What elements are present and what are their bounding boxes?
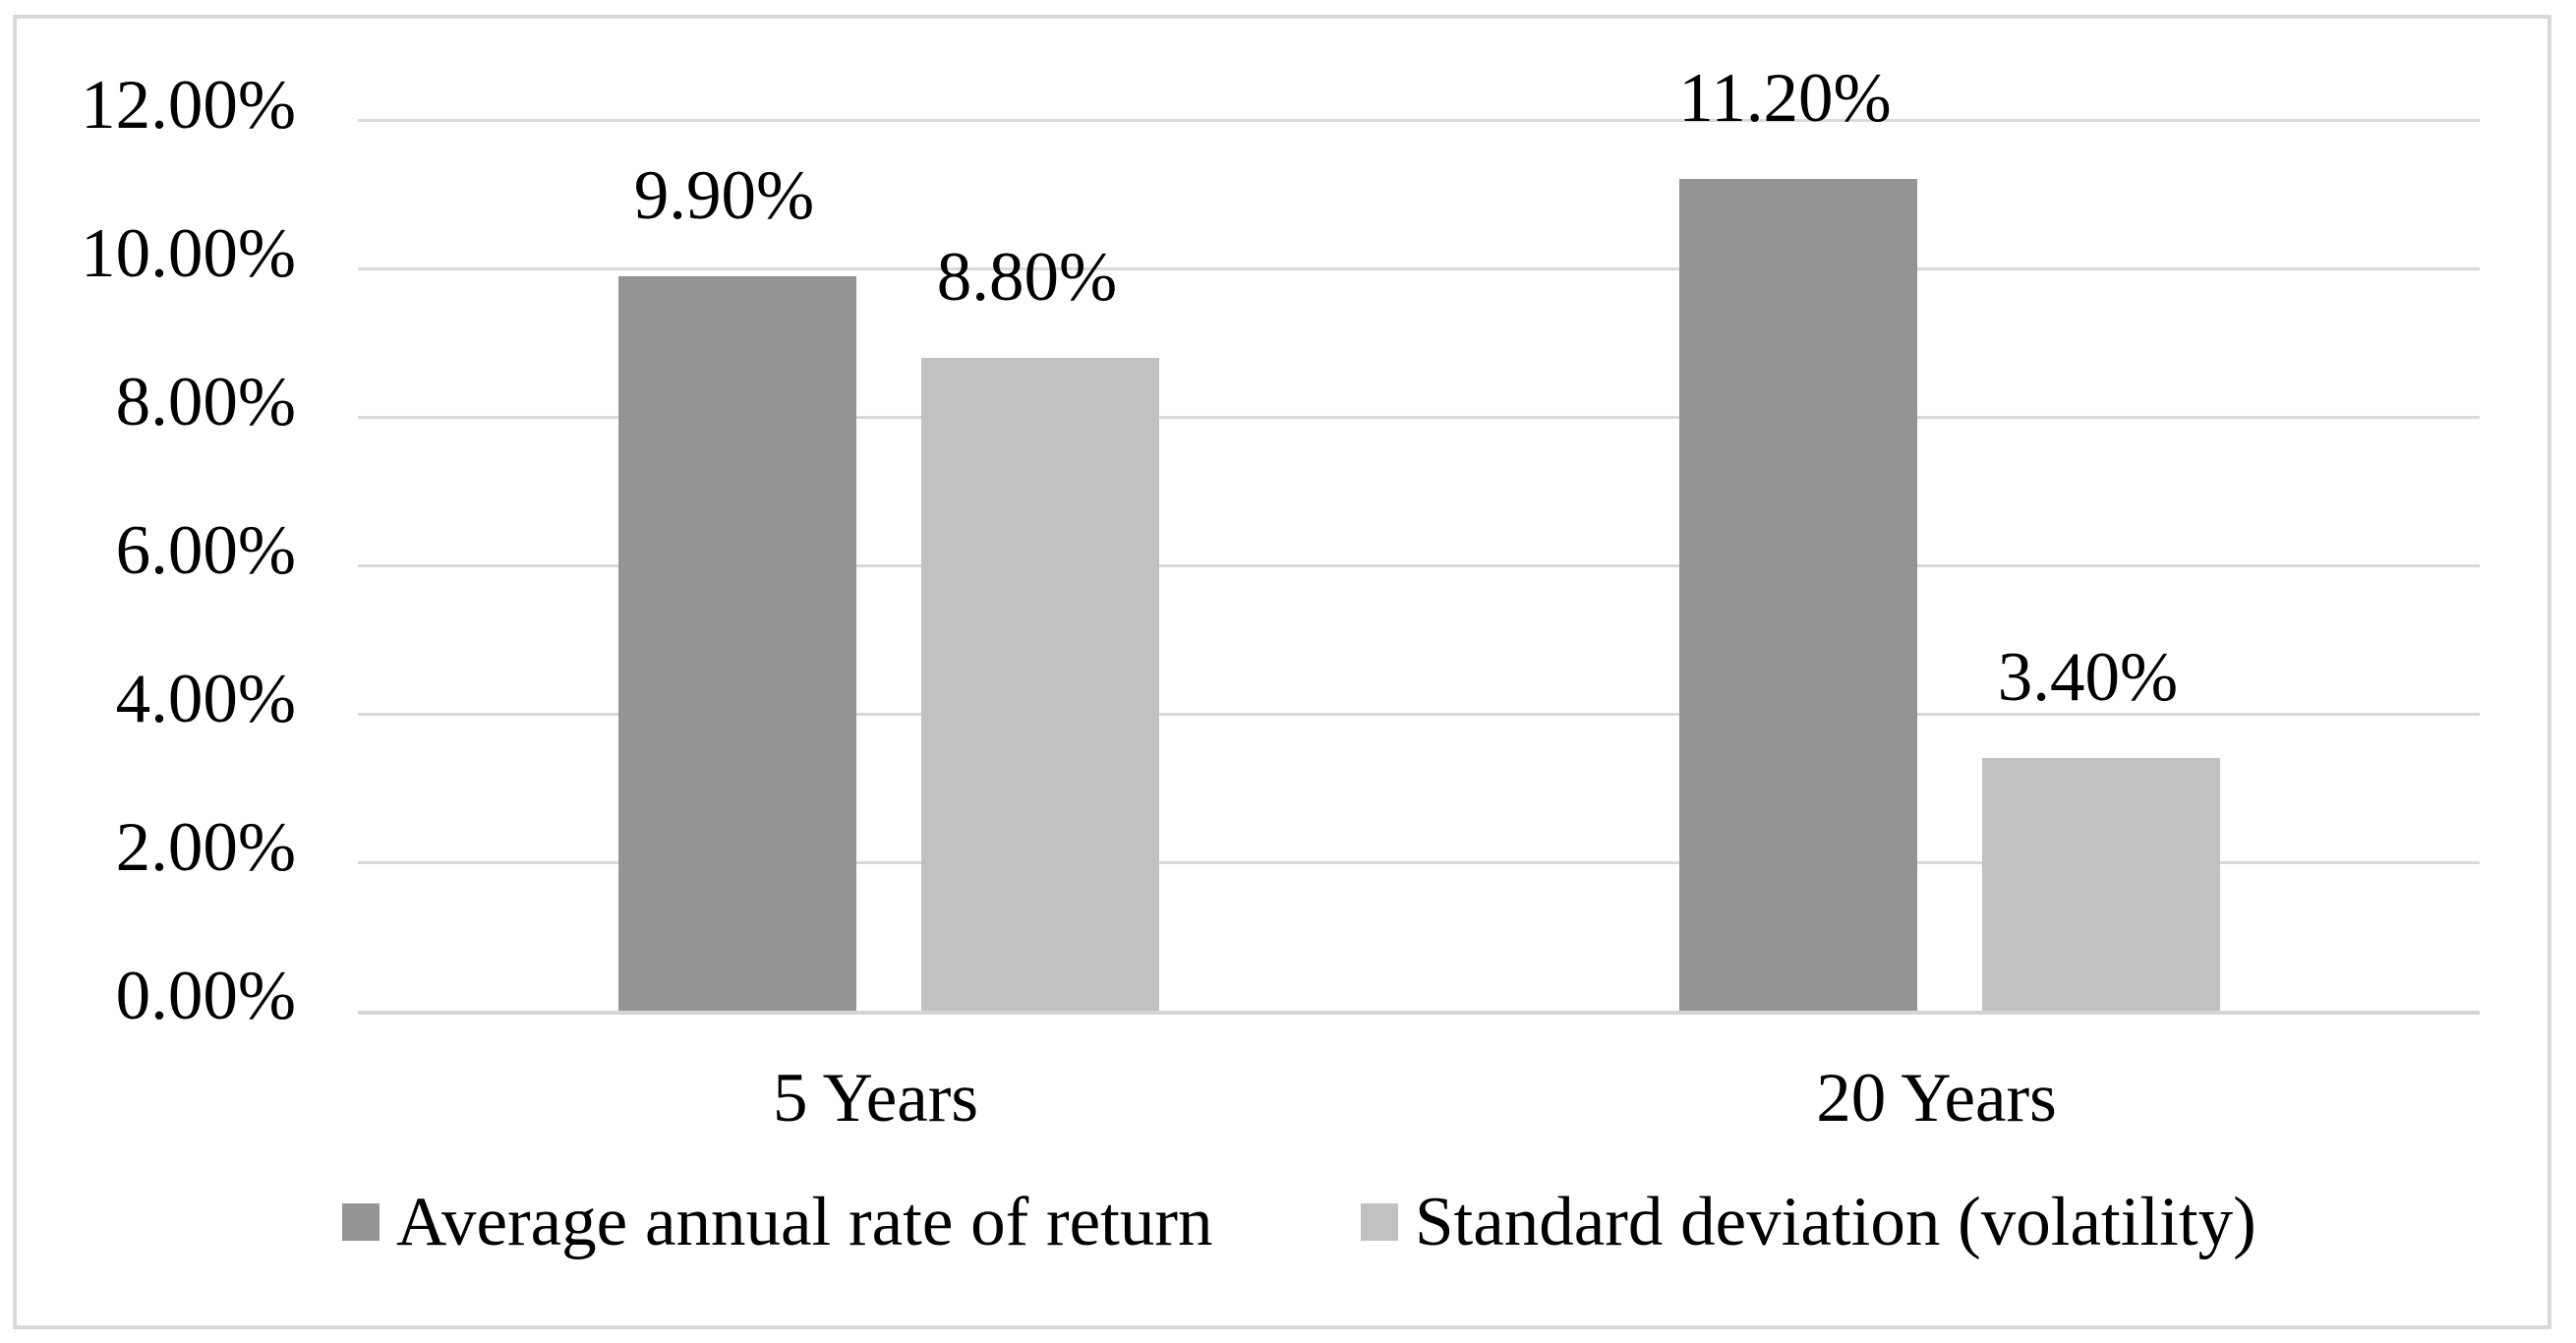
bar-value-label-5-years-standard-deviation-volatility: 8.80% (936, 238, 1118, 316)
legend-item-standard-deviation-volatility: Standard deviation (volatility) (1361, 1185, 2256, 1259)
chart-frame: 0.00% 2.00% 4.00% 6.00% 8.00% 10.00% 12.00% 9.… (13, 15, 2551, 1329)
y-tick-label: 0.00% (115, 958, 296, 1034)
y-tick-label: 8.00% (115, 364, 296, 440)
bar-standard-deviation-volatility-20-years (1981, 758, 2220, 1011)
y-tick-label: 4.00% (115, 661, 296, 737)
bar-value-label-20-years-average-annual-rate-of-return: 11.20% (1678, 60, 1892, 138)
legend-swatch-dark-gray-icon (342, 1203, 380, 1241)
x-axis-line (358, 1011, 2480, 1015)
bar-value-label-20-years-standard-deviation-volatility: 3.40% (1997, 639, 2179, 717)
gridline (358, 712, 2480, 716)
gridline (358, 266, 2480, 270)
x-axis-label-5-years: 5 Years (772, 1060, 979, 1137)
legend-label-average-annual-rate-of-return: Average annual rate of return (396, 1184, 1213, 1260)
gridline (358, 118, 2480, 122)
legend-swatch-light-gray-icon (1361, 1203, 1398, 1241)
gridline (358, 563, 2480, 567)
x-axis-label-20-years: 20 Years (1816, 1060, 2057, 1137)
legend-label-standard-deviation-volatility: Standard deviation (volatility) (1415, 1184, 2256, 1260)
bar-average-annual-rate-of-return-20-years (1678, 179, 1917, 1011)
y-tick-label: 6.00% (115, 512, 296, 589)
y-tick-label: 12.00% (81, 67, 296, 144)
bar-value-label-5-years-average-annual-rate-of-return: 9.90% (633, 156, 815, 234)
plot-area (358, 118, 2480, 1015)
legend-item-average-annual-rate-of-return: Average annual rate of return (342, 1185, 1213, 1259)
y-tick-label: 10.00% (81, 215, 296, 292)
bar-standard-deviation-volatility-5-years (920, 357, 1159, 1011)
y-tick-label: 2.00% (115, 809, 296, 886)
gridline (358, 860, 2480, 864)
bar-average-annual-rate-of-return-5-years (617, 275, 856, 1011)
gridline (358, 415, 2480, 419)
